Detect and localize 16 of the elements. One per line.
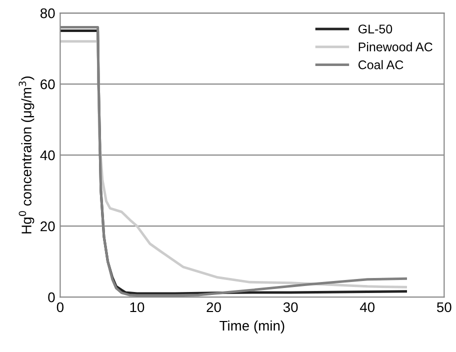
x-tick-label: 0 [56, 302, 64, 312]
y-tick-label: 80 [40, 8, 55, 18]
x-tick-label: 30 [283, 302, 298, 312]
y-tick-label: 20 [40, 221, 55, 232]
y-axis-title: Hg$^{0}$ concentraion (μg/m$^{3}$) [18, 76, 34, 234]
x-axis-title: Time (min) [220, 320, 284, 334]
x-tick-label: 40 [360, 302, 375, 312]
y-tick-label: 60 [40, 79, 55, 90]
y-tick-label: 0 [48, 292, 55, 302]
y-tick-label: 40 [40, 150, 55, 160]
x-tick-label: 10 [130, 302, 144, 312]
legend-label: GL-50 [358, 24, 392, 34]
x-tick-label: 20 [206, 302, 221, 312]
legend-label: Coal AC [358, 60, 404, 70]
legend-label: Pinewood AC [358, 42, 432, 52]
x-tick-label: 50 [436, 302, 452, 312]
